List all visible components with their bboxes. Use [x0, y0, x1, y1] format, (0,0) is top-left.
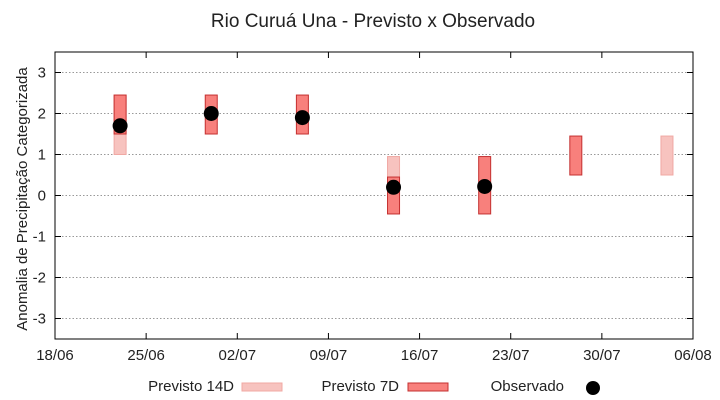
data-marks — [112, 94, 674, 215]
legend: Previsto 14D Previsto 7D Observado — [148, 378, 600, 395]
x-tick-label: 16/07 — [401, 347, 439, 364]
x-tick-label: 06/08 — [674, 347, 712, 364]
legend-forecast-7d-label: Previsto 7D — [321, 378, 399, 395]
y-tick-label: 3 — [38, 65, 46, 82]
observed-point — [112, 118, 128, 134]
y-tick-label: -3 — [33, 311, 46, 328]
x-tick-label: 23/07 — [492, 347, 530, 364]
y-axis-label: Anomalia de Precipitação Categorizada — [14, 67, 31, 331]
x-axis: 18/06 25/06 02/07 09/07 16/07 23/07 30/07 06/08 — [36, 52, 712, 364]
observed-point — [203, 106, 219, 121]
legend-forecast-7d-swatch — [407, 382, 449, 392]
legend-observed-marker — [586, 381, 600, 395]
x-tick-label: 25/06 — [127, 347, 165, 364]
legend-forecast-14d-swatch — [241, 382, 283, 392]
x-tick-label: 30/07 — [583, 347, 621, 364]
x-tick-label: 02/07 — [219, 347, 257, 364]
grid-lines — [55, 72, 693, 319]
chart-title: Rio Curuá Una - Previsto x Observado — [211, 11, 535, 32]
x-tick-label: 18/06 — [36, 347, 74, 364]
observed-point — [294, 110, 310, 126]
legend-observed-label: Observado — [491, 378, 564, 395]
y-axis: 3 2 1 0 -1 -2 -3 — [33, 65, 693, 328]
forecast-7d-bar — [569, 135, 583, 176]
legend-forecast-14d-label: Previsto 14D — [148, 378, 234, 395]
x-tick-label: 09/07 — [310, 347, 348, 364]
y-tick-label: -1 — [33, 229, 46, 246]
observed-point — [386, 179, 402, 195]
forecast-14d-bar — [660, 135, 674, 176]
y-tick-label: 0 — [38, 188, 46, 205]
y-tick-label: 2 — [38, 106, 46, 123]
observed-point — [477, 178, 493, 194]
y-tick-label: -2 — [33, 270, 46, 287]
y-tick-label: 1 — [38, 147, 46, 164]
